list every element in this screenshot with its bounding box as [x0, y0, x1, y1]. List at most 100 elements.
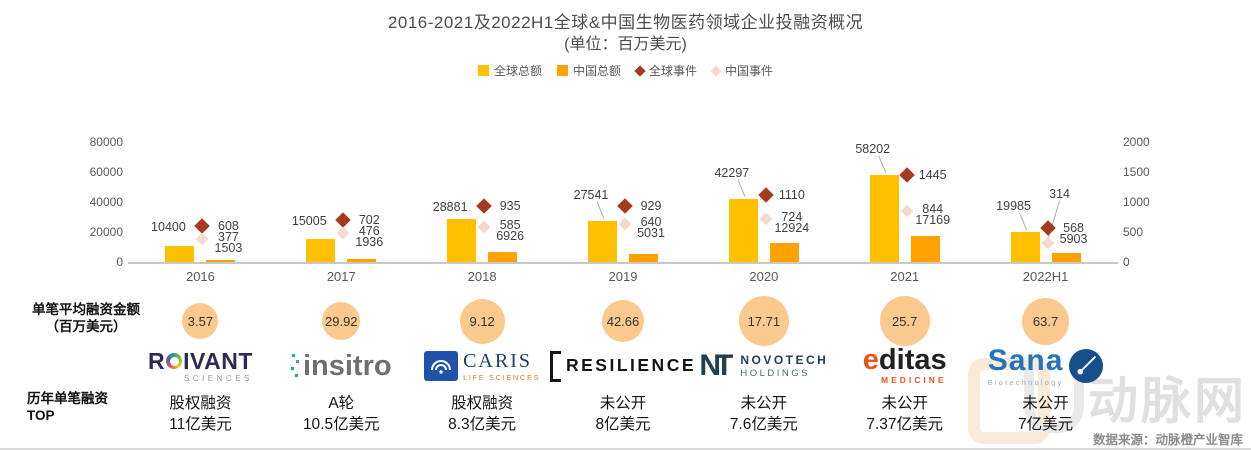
company-logo-wrap: RESILIENCE [549, 346, 696, 386]
bar-global-2021 [869, 174, 899, 262]
x-axis-category-label: 2020 [749, 269, 779, 284]
roivant-ring-icon [166, 353, 183, 369]
x-axis-category-label: 2019 [608, 269, 638, 284]
watermark-logo-u-icon [1024, 369, 1084, 433]
top-deal-amount: 8.3亿美元 [448, 416, 517, 433]
avg-amount-badge: 3.57 [182, 303, 219, 339]
x-axis-category-label: 2022H1 [1022, 269, 1069, 284]
legend-item-0: 全球总额 [477, 62, 542, 79]
top-deal-round: A轮 [328, 395, 355, 412]
top-deal-text: 未公开 7.6亿美元 [730, 393, 798, 435]
avg-badge-wrap: 29.92 [322, 296, 361, 346]
diamond-china-events-2022H1 [1041, 236, 1054, 250]
logo-editas: editas MEDICINE [862, 344, 947, 385]
label-global-total: 27541 [573, 187, 609, 202]
top-deal-amount: 10.5亿美元 [302, 416, 380, 433]
legend-item-3: 中国事件 [710, 62, 774, 79]
x-axis-category-label: 2016 [185, 269, 215, 284]
legend-marker-square-icon [556, 65, 568, 76]
caris-waves-icon [424, 351, 459, 381]
diamond-china-events-2019 [618, 217, 632, 230]
data-source-note: 数据来源：动脉橙产业智库 [1092, 433, 1243, 447]
legend-item-2: 全球事件 [634, 62, 697, 79]
label-china-total: 6926 [496, 228, 525, 243]
company-logo-wrap: CARIS LIFE SCIENCES [424, 346, 540, 386]
left-axis-tick-label: 40000 [89, 195, 123, 209]
bar-global-2017 [306, 239, 336, 262]
top-deal-text: 股权融资 8.3亿美元 [448, 393, 516, 435]
legend-label: 中国事件 [725, 64, 774, 78]
avg-amount-badge: 9.12 [459, 298, 505, 344]
watermark-logo-outline-icon [968, 358, 1050, 444]
avg-badge-wrap: 42.66 [602, 296, 644, 346]
diamond-china-events-2020 [759, 212, 773, 225]
diamond-global-events-2016 [194, 217, 211, 234]
label-global-events: 1445 [918, 168, 947, 183]
logo-insitro: insitro [290, 351, 392, 381]
x-axis-category-label: 2017 [326, 269, 356, 284]
left-axis-tick-label: 0 [116, 255, 123, 269]
legend-item-1: 中国总额 [556, 62, 621, 79]
x-axis-category-label: 2021 [890, 269, 920, 284]
bar-china-2017 [347, 259, 377, 262]
bar-global-2020 [728, 198, 758, 262]
label-china-events: 585 [499, 217, 521, 232]
diamond-china-events-2018 [477, 220, 491, 234]
bar-china-2022H1 [1051, 253, 1081, 262]
company-column-7: 63.7 Sana Biotechnology 未公开 7亿美元 [966, 296, 1126, 435]
top-deal-text: 未公开 7亿美元 [1018, 393, 1073, 435]
company-column-2: 29.92 insitro A轮 10.5亿美元 [261, 296, 421, 435]
insitro-dots-icon [290, 352, 300, 380]
top-deal-text: 未公开 8亿美元 [595, 393, 650, 435]
label-china-total: 1936 [355, 235, 384, 250]
avg-badge-wrap: 63.7 [1022, 296, 1070, 346]
right-axis-tick-label: 500 [1123, 225, 1144, 239]
chart-subtitle: (单位：百万美元) [564, 36, 687, 53]
bar-global-2022H1 [1010, 232, 1040, 262]
avg-amount-badge: 29.92 [322, 302, 361, 340]
right-axis-tick-label: 2000 [1123, 135, 1150, 149]
label-china-total: 17169 [915, 213, 951, 228]
top-deal-round: 未公开 [740, 395, 788, 412]
bar-china-2021 [910, 236, 940, 262]
label-global-events: 608 [217, 218, 239, 233]
watermark: 动脉网 [968, 358, 1247, 444]
label-global-total: 42297 [714, 165, 750, 180]
top-deal-amount: 11亿美元 [169, 416, 232, 433]
bar-china-2020 [769, 242, 799, 262]
left-axis-tick-label: 80000 [89, 135, 123, 149]
label-china-events: 844 [922, 202, 944, 217]
avg-row-label-line2: （百万美元） [45, 319, 127, 334]
diamond-china-events-2021 [900, 204, 914, 218]
avg-amount-badge: 42.66 [602, 300, 644, 342]
label-china-total: 5903 [1059, 231, 1088, 246]
diamond-global-events-2020 [758, 187, 774, 204]
right-axis-tick-label: 1000 [1123, 195, 1150, 209]
right-axis-tick-label: 0 [1123, 255, 1130, 269]
company-logo-wrap: Sana Biotechnology [988, 345, 1104, 387]
top-deal-amount: 7亿美元 [1018, 416, 1074, 433]
top-deal-row-label: 历年单笔融资 TOP [27, 390, 108, 424]
label-global-total: 28881 [432, 199, 468, 214]
avg-row-label-line1: 单笔平均融资金额 [32, 302, 140, 317]
watermark-text: 动脉网 [1088, 373, 1247, 429]
label-global-total: 15005 [291, 213, 327, 228]
label-leader-line [1019, 212, 1028, 231]
label-global-total: 58202 [855, 141, 891, 156]
company-column-5: 17.71 N T NOVOTECH HOLDINGS 未公开 7.6亿美元 [684, 296, 844, 435]
label-leader-line [596, 201, 605, 219]
company-logo-wrap: insitro [290, 346, 392, 386]
avg-badge-wrap: 17.71 [738, 296, 789, 346]
label-china-events: 377 [217, 230, 239, 245]
top-deal-round: 股权融资 [451, 395, 514, 412]
label-leader-line [878, 155, 887, 173]
right-axis-tick-label: 1500 [1123, 165, 1150, 179]
label-china-events: 640 [640, 214, 662, 229]
label-global-events: 568 [1063, 220, 1084, 235]
x-axis-category-label: 2018 [467, 269, 497, 284]
logo-roivant: R IVANT SCIENCES [147, 347, 253, 383]
company-logo-wrap: editas MEDICINE [863, 346, 947, 386]
company-column-1: 3.57 R IVANT SCIENCES 股权融资 11亿美元 [120, 296, 280, 435]
legend-marker-square-icon [477, 65, 489, 76]
